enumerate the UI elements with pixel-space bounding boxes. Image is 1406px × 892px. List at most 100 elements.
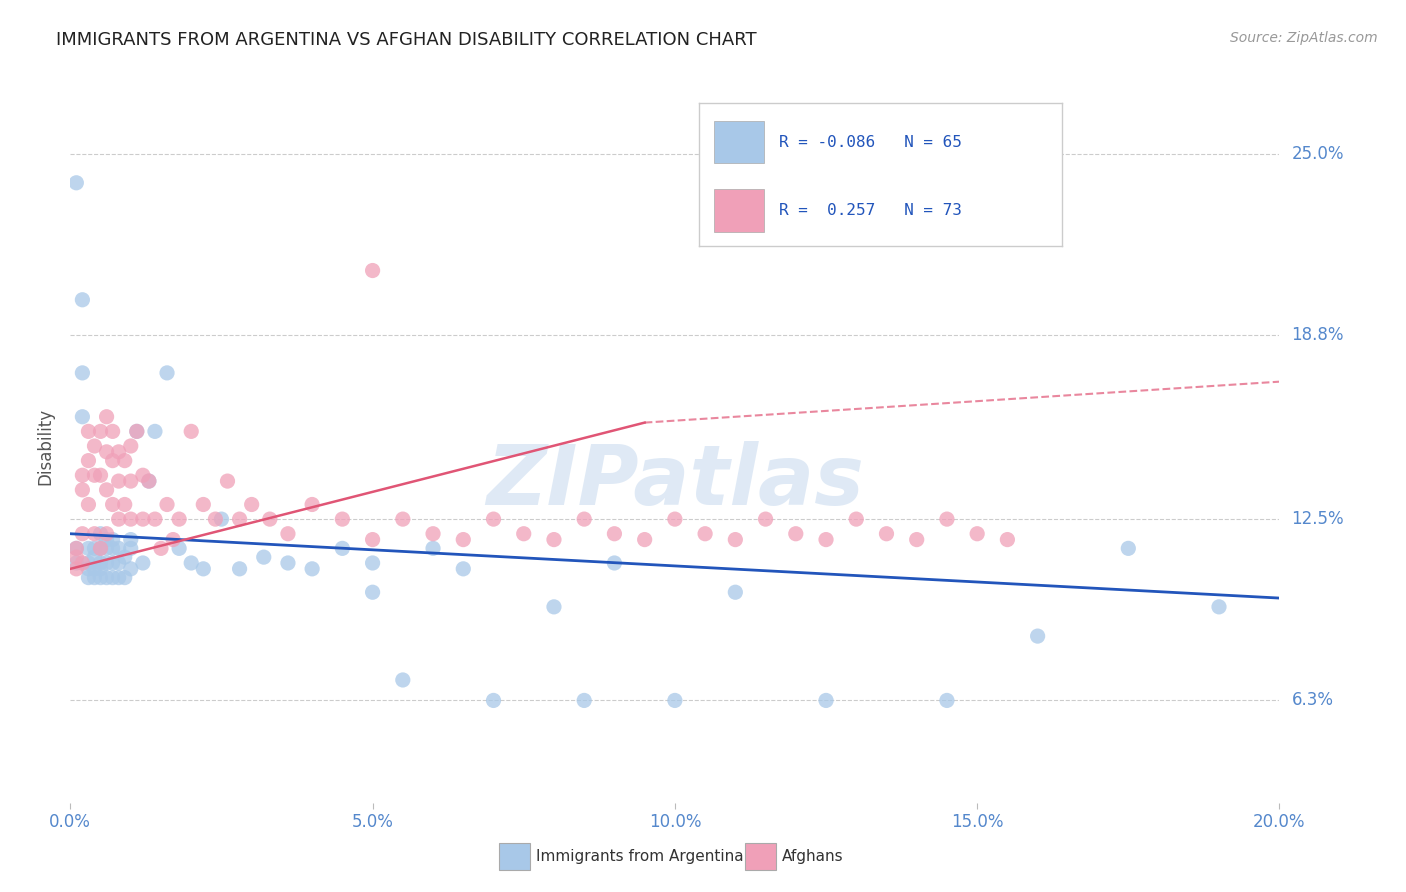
Point: [966, 526, 988, 541]
Point: [815, 693, 838, 707]
Point: [125, 425, 148, 439]
Point: [138, 474, 160, 488]
Point: [240, 498, 263, 512]
Point: [96, 556, 118, 570]
Point: [77, 556, 100, 570]
Point: [83, 439, 105, 453]
Point: [101, 453, 124, 467]
Point: [90, 425, 111, 439]
Text: Source: ZipAtlas.com: Source: ZipAtlas.com: [1230, 31, 1378, 45]
Point: [211, 512, 233, 526]
Point: [422, 541, 444, 556]
Point: [391, 512, 415, 526]
Text: 12.5%: 12.5%: [1292, 510, 1344, 528]
Point: [301, 562, 323, 576]
Point: [574, 693, 596, 707]
Point: [72, 483, 94, 497]
Point: [1026, 629, 1049, 643]
Point: [83, 562, 105, 576]
Point: [107, 445, 129, 459]
Point: [905, 533, 928, 547]
Point: [875, 526, 898, 541]
Point: [96, 409, 118, 424]
Point: [277, 526, 299, 541]
Point: [936, 512, 959, 526]
Point: [633, 533, 655, 547]
Point: [101, 425, 124, 439]
Point: [83, 571, 105, 585]
Point: [107, 474, 129, 488]
Point: [513, 526, 536, 541]
Point: [132, 556, 155, 570]
Point: [77, 562, 100, 576]
Point: [815, 533, 838, 547]
Point: [138, 474, 160, 488]
Point: [332, 541, 354, 556]
Text: Immigrants from Argentina: Immigrants from Argentina: [536, 849, 744, 863]
Text: 18.8%: 18.8%: [1292, 326, 1344, 343]
Point: [72, 293, 94, 307]
Point: [77, 541, 100, 556]
Point: [120, 439, 142, 453]
Point: [361, 556, 384, 570]
Point: [72, 556, 94, 570]
Point: [603, 556, 626, 570]
Y-axis label: Disability: Disability: [37, 408, 55, 484]
Point: [361, 585, 384, 599]
Point: [193, 562, 215, 576]
Point: [83, 468, 105, 483]
Point: [162, 533, 184, 547]
Point: [90, 562, 111, 576]
Point: [83, 541, 105, 556]
Point: [156, 366, 179, 380]
Point: [120, 541, 142, 556]
Point: [453, 533, 475, 547]
Point: [96, 571, 118, 585]
Point: [107, 512, 129, 526]
Point: [77, 425, 100, 439]
Point: [150, 541, 172, 556]
Point: [204, 512, 226, 526]
Point: [90, 468, 111, 483]
Point: [114, 550, 136, 565]
Point: [114, 453, 136, 467]
Point: [754, 512, 776, 526]
Point: [361, 533, 384, 547]
Point: [72, 526, 94, 541]
Point: [101, 498, 124, 512]
Point: [391, 673, 415, 687]
Point: [724, 585, 747, 599]
Point: [65, 550, 87, 565]
Point: [132, 512, 155, 526]
Point: [143, 425, 166, 439]
Point: [167, 512, 190, 526]
Point: [1208, 599, 1230, 614]
Point: [96, 445, 118, 459]
Text: 25.0%: 25.0%: [1292, 145, 1344, 162]
Point: [125, 425, 148, 439]
Point: [253, 550, 276, 565]
Point: [120, 533, 142, 547]
Point: [156, 498, 179, 512]
Point: [277, 556, 299, 570]
Point: [574, 512, 596, 526]
Point: [693, 526, 716, 541]
Point: [90, 556, 111, 570]
Point: [107, 541, 129, 556]
Point: [65, 562, 87, 576]
Point: [83, 526, 105, 541]
Point: [332, 512, 354, 526]
Point: [96, 533, 118, 547]
Point: [65, 541, 87, 556]
Point: [77, 453, 100, 467]
Point: [259, 512, 281, 526]
Point: [101, 571, 124, 585]
Point: [180, 425, 202, 439]
Point: [65, 176, 87, 190]
Text: 6.3%: 6.3%: [1292, 691, 1333, 709]
Point: [845, 512, 868, 526]
Point: [1116, 541, 1139, 556]
Point: [101, 533, 124, 547]
Point: [132, 468, 155, 483]
Point: [72, 366, 94, 380]
